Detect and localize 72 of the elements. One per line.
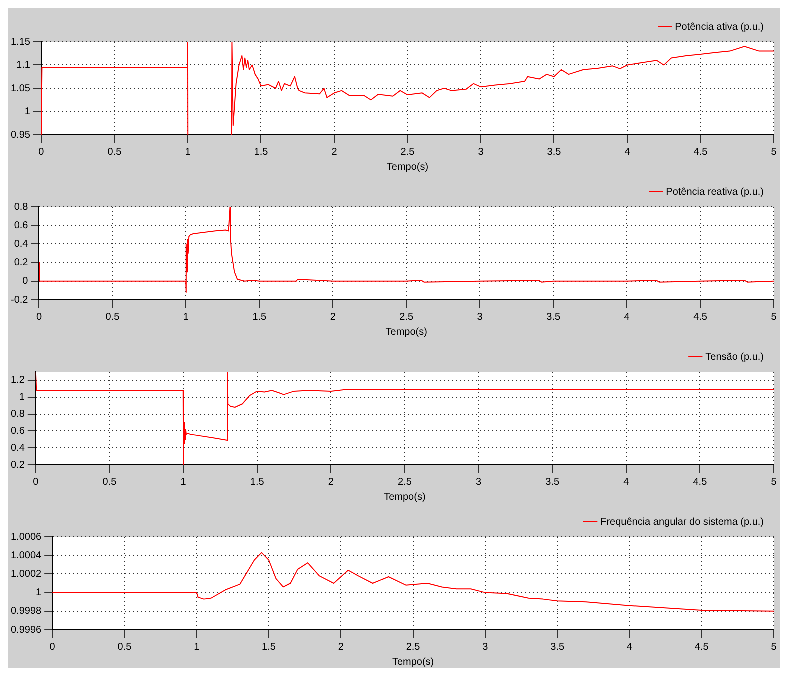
x-tick-label: 4.5 [693, 476, 708, 488]
x-tick-label: 0.5 [108, 146, 122, 158]
x-tick-label: 5 [771, 312, 778, 323]
x-tick-label: 2 [330, 312, 336, 323]
y-tick-label: 0.4 [10, 442, 26, 454]
x-tick-label: 3.5 [546, 476, 560, 488]
x-tick-label: 0.5 [102, 476, 118, 488]
x-tick-label: 1 [180, 476, 187, 488]
x-tick-label: 2 [328, 476, 334, 488]
x-tick-label: 2.5 [398, 476, 412, 488]
x-tick-label: 3 [476, 476, 482, 488]
y-tick-label: 1.0006 [10, 532, 42, 543]
y-tick-label: 0.8 [14, 202, 29, 213]
x-axis-title: Tempo(s) [392, 656, 434, 668]
y-tick-label: 1.0002 [10, 568, 42, 580]
x-tick-label: 3.5 [547, 146, 562, 158]
y-tick-label: 0.2 [10, 460, 26, 471]
x-tick-label: 1 [183, 312, 190, 323]
x-tick-label: 0.5 [118, 642, 132, 653]
legend-label: Potência ativa (p.u.) [675, 22, 764, 33]
y-tick-label: 0.8 [10, 409, 26, 420]
x-tick-label: 2.5 [400, 146, 416, 158]
x-tick-label: 5 [771, 476, 778, 488]
y-tick-label: 0.95 [10, 130, 31, 141]
legend-label: Potência reativa (p.u.) [666, 186, 764, 198]
y-tick-label: 0 [22, 276, 29, 288]
y-tick-label: 0.4 [14, 238, 29, 250]
y-tick-label: 0.6 [10, 426, 26, 437]
x-tick-label: 1 [185, 146, 192, 158]
x-axis-title: Tempo(s) [384, 492, 426, 503]
x-tick-label: 2 [332, 146, 338, 158]
x-tick-label: 0 [50, 642, 56, 653]
x-tick-label: 5 [771, 146, 778, 158]
y-tick-label: 1 [24, 106, 31, 118]
legend-label: Frequência angular do sistema (p.u.) [600, 516, 764, 528]
y-tick-label: 1 [36, 588, 42, 599]
x-tick-label: 4 [624, 476, 630, 488]
x-tick-label: 4.5 [694, 642, 710, 653]
x-tick-label: 2.5 [406, 642, 421, 653]
y-tick-label: 0.2 [14, 258, 29, 269]
y-tick-label: 1.1 [16, 60, 31, 71]
x-tick-label: 2 [338, 642, 344, 653]
x-tick-label: 3 [478, 146, 484, 158]
x-axis-title: Tempo(s) [386, 326, 428, 338]
x-tick-label: 4.5 [694, 146, 708, 158]
legend-label: Tensão (p.u.) [706, 352, 764, 363]
y-tick-label: 1.05 [10, 83, 31, 94]
x-tick-label: 3 [477, 312, 484, 323]
x-tick-label: 3.5 [546, 312, 561, 323]
x-tick-label: 3 [482, 642, 489, 653]
y-tick-label: -0.2 [10, 294, 29, 306]
x-tick-label: 4 [624, 312, 630, 323]
x-tick-label: 0.5 [106, 312, 120, 323]
x-tick-label: 1.5 [262, 642, 276, 653]
y-tick-label: 1.2 [10, 375, 26, 386]
x-axis-title: Tempo(s) [386, 162, 429, 173]
x-tick-label: 3.5 [550, 642, 565, 653]
x-tick-label: 4.5 [694, 312, 708, 323]
x-tick-label: 1.5 [252, 312, 268, 323]
y-tick-label: 0.9996 [10, 624, 42, 636]
x-tick-label: 1 [194, 642, 200, 653]
x-tick-label: 5 [771, 642, 778, 653]
x-tick-label: 4 [624, 146, 631, 158]
y-tick-label: 0.9998 [10, 606, 42, 618]
y-tick-label: 1.15 [10, 36, 31, 48]
x-tick-label: 1.5 [250, 476, 265, 488]
y-tick-label: 1 [19, 392, 26, 404]
y-tick-label: 0.6 [14, 220, 29, 232]
x-tick-label: 2.5 [400, 312, 414, 323]
x-tick-label: 4 [626, 642, 633, 653]
x-tick-label: 1.5 [254, 146, 269, 158]
y-tick-label: 1.0004 [10, 550, 42, 562]
